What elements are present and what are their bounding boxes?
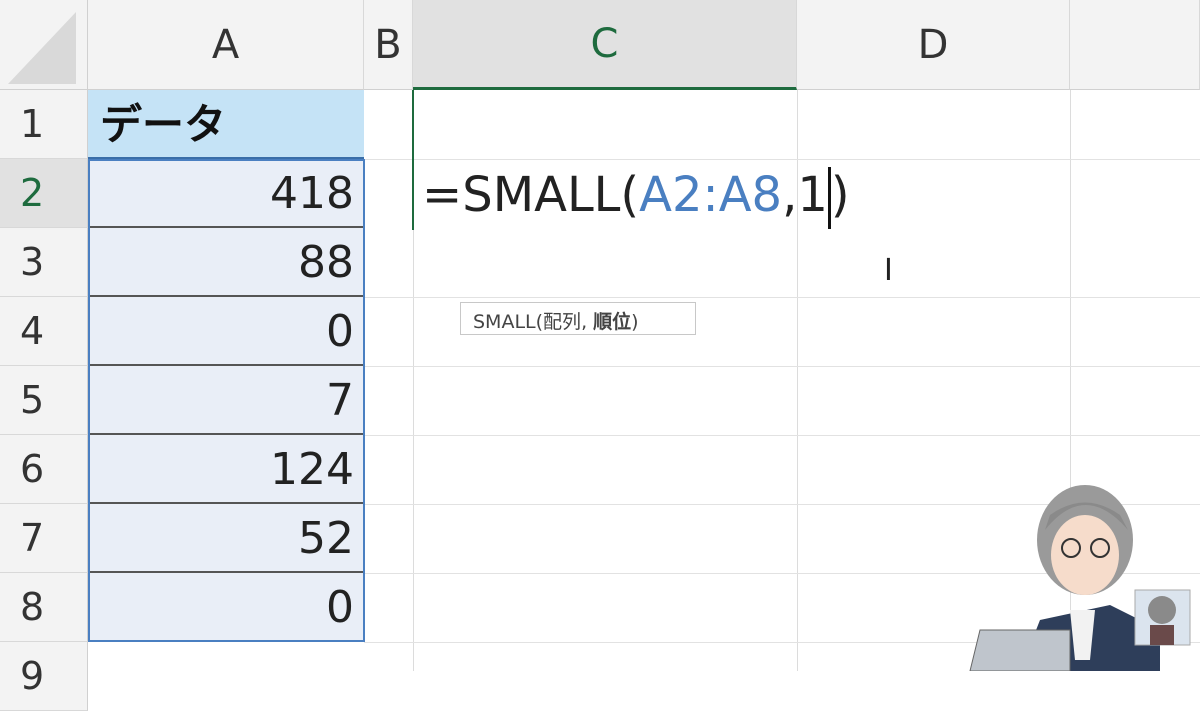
row-header-2[interactable]: 2 — [0, 159, 88, 228]
cell-a5[interactable]: 7 — [88, 366, 364, 435]
row-header-9[interactable]: 9 — [0, 642, 88, 711]
row-header-5[interactable]: 5 — [0, 366, 88, 435]
formula-edit-cell-c2[interactable]: =SMALL(A2:A8,1) — [422, 160, 850, 230]
row-header-7[interactable]: 7 — [0, 504, 88, 573]
column-header-b[interactable]: B — [364, 0, 413, 90]
column-header-e[interactable]: E — [1070, 0, 1200, 90]
presenter-avatar-icon — [969, 485, 1191, 671]
grid-line — [364, 297, 1200, 298]
grid-line — [364, 435, 1200, 436]
function-tooltip[interactable]: SMALL(配列, 順位) — [460, 302, 696, 335]
tooltip-close: ) — [631, 311, 639, 333]
cell-a8[interactable]: 0 — [88, 573, 364, 642]
column-header-c[interactable]: C — [413, 0, 797, 90]
row-header-1[interactable]: 1 — [0, 90, 88, 159]
grid-line — [364, 159, 1200, 160]
tooltip-arg1[interactable]: 配列 — [543, 311, 582, 333]
grid-line — [413, 90, 414, 671]
formula-suffix: ,1 — [782, 167, 828, 223]
grid-line — [364, 366, 1200, 367]
select-all-triangle-icon — [8, 12, 76, 84]
grid-line — [364, 504, 1200, 505]
select-all-corner[interactable] — [0, 0, 88, 90]
formula-close: ) — [830, 167, 850, 223]
text-cursor — [827, 167, 831, 229]
range-highlight-border — [88, 159, 365, 642]
cell-a4[interactable]: 0 — [88, 297, 364, 366]
grid-line — [364, 573, 1200, 574]
column-header-a[interactable]: A — [88, 0, 364, 90]
formula-range-ref: A2:A8 — [639, 167, 783, 223]
cell-a7[interactable]: 52 — [88, 504, 364, 573]
grid-line — [1070, 90, 1071, 671]
i-beam-cursor-icon: I — [884, 253, 893, 288]
tooltip-func: SMALL( — [473, 311, 544, 333]
row-header-4[interactable]: 4 — [0, 297, 88, 366]
cell-a2[interactable]: 418 — [88, 159, 364, 228]
cell-a3[interactable]: 88 — [88, 228, 364, 297]
tooltip-arg2-current[interactable]: 順位 — [593, 311, 632, 333]
cell-a1[interactable]: データ — [88, 90, 364, 159]
cell-a6[interactable]: 124 — [88, 435, 364, 504]
row-header-6[interactable]: 6 — [0, 435, 88, 504]
row-header-8[interactable]: 8 — [0, 573, 88, 642]
active-cell-c2-marker — [412, 90, 414, 230]
grid-line — [364, 642, 1200, 643]
grid-line — [797, 90, 798, 671]
column-header-d[interactable]: D — [797, 0, 1070, 90]
row-header-3[interactable]: 3 — [0, 228, 88, 297]
tooltip-sep: , — [581, 311, 594, 333]
formula-prefix: =SMALL( — [422, 167, 640, 223]
